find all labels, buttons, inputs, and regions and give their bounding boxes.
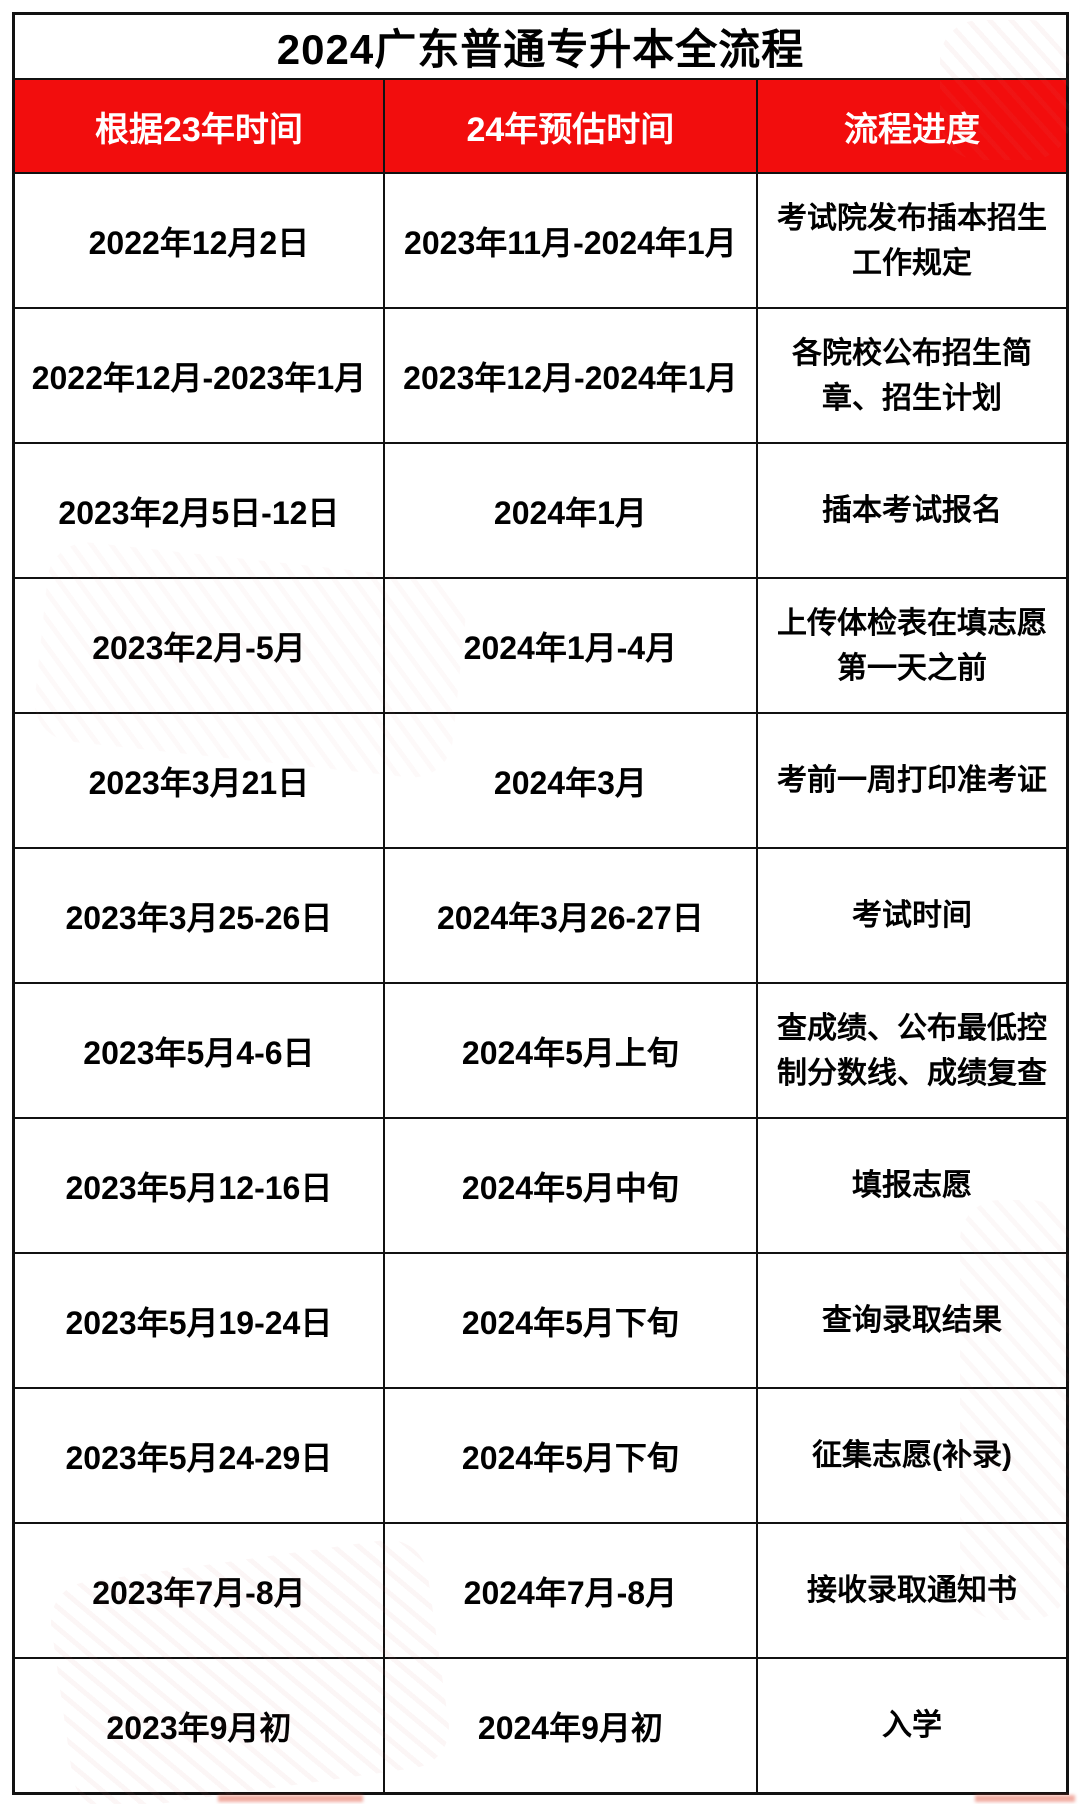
table-cell: 2024年3月 xyxy=(382,712,756,847)
table-cell: 2023年2月-5月 xyxy=(15,577,383,712)
table-cell: 2023年5月12-16日 xyxy=(15,1117,383,1252)
table-cell: 考试院发布插本招生工作规定 xyxy=(755,172,1066,307)
table-cell: 考试时间 xyxy=(755,847,1066,982)
table-cell: 2023年5月24-29日 xyxy=(15,1387,383,1522)
table-row: 2022年12月-2023年1月 2023年12月-2024年1月 各院校公布招… xyxy=(15,307,1066,442)
table-cell: 2023年7月-8月 xyxy=(15,1522,383,1657)
table-cell: 2022年12月2日 xyxy=(15,172,383,307)
table-row: 2023年3月25-26日 2024年3月26-27日 考试时间 xyxy=(15,847,1066,982)
header-cell-2024-estimate: 24年预估时间 xyxy=(382,80,756,172)
table-header-row: 根据23年时间 24年预估时间 流程进度 xyxy=(15,80,1066,172)
table-cell: 入学 xyxy=(755,1657,1066,1792)
table-cell: 考前一周打印准考证 xyxy=(755,712,1066,847)
table-cell: 上传体检表在填志愿第一天之前 xyxy=(755,577,1066,712)
table-cell: 2023年5月19-24日 xyxy=(15,1252,383,1387)
table-row: 2023年5月24-29日 2024年5月下旬 征集志愿(补录) xyxy=(15,1387,1066,1522)
table-cell: 2023年9月初 xyxy=(15,1657,383,1792)
table-row: 2023年2月-5月 2024年1月-4月 上传体检表在填志愿第一天之前 xyxy=(15,577,1066,712)
table-cell: 2024年1月 xyxy=(382,442,756,577)
table-row: 2023年9月初 2024年9月初 入学 xyxy=(15,1657,1066,1792)
table-cell: 2023年2月5日-12日 xyxy=(15,442,383,577)
table-cell: 2022年12月-2023年1月 xyxy=(15,307,383,442)
table-cell: 2023年3月25-26日 xyxy=(15,847,383,982)
watermark-red-fragment xyxy=(218,1795,363,1802)
table-cell: 2023年5月4-6日 xyxy=(15,982,383,1117)
table-cell: 接收录取通知书 xyxy=(755,1522,1066,1657)
table-cell: 2024年9月初 xyxy=(382,1657,756,1792)
table-cell: 2024年7月-8月 xyxy=(382,1522,756,1657)
table-cell: 填报志愿 xyxy=(755,1117,1066,1252)
table-row: 2023年2月5日-12日 2024年1月 插本考试报名 xyxy=(15,442,1066,577)
table-cell: 2023年12月-2024年1月 xyxy=(382,307,756,442)
table-cell: 征集志愿(补录) xyxy=(755,1387,1066,1522)
table-cell: 查成绩、公布最低控制分数线、成绩复查 xyxy=(755,982,1066,1117)
table-row: 2023年3月21日 2024年3月 考前一周打印准考证 xyxy=(15,712,1066,847)
table-title: 2024广东普通专升本全流程 xyxy=(15,15,1066,80)
table-row: 2023年7月-8月 2024年7月-8月 接收录取通知书 xyxy=(15,1522,1066,1657)
table-cell: 2024年1月-4月 xyxy=(382,577,756,712)
table-row: 2022年12月2日 2023年11月-2024年1月 考试院发布插本招生工作规… xyxy=(15,172,1066,307)
table-cell: 2024年5月下旬 xyxy=(382,1252,756,1387)
table-cell: 各院校公布招生简章、招生计划 xyxy=(755,307,1066,442)
table-row: 2023年5月4-6日 2024年5月上旬 查成绩、公布最低控制分数线、成绩复查 xyxy=(15,982,1066,1117)
table-row: 2023年5月12-16日 2024年5月中旬 填报志愿 xyxy=(15,1117,1066,1252)
header-cell-progress: 流程进度 xyxy=(755,80,1066,172)
table-cell: 2023年3月21日 xyxy=(15,712,383,847)
table-cell: 插本考试报名 xyxy=(755,442,1066,577)
header-cell-2023-time: 根据23年时间 xyxy=(15,80,383,172)
table-cell: 2023年11月-2024年1月 xyxy=(382,172,756,307)
table-row: 2023年5月19-24日 2024年5月下旬 查询录取结果 xyxy=(15,1252,1066,1387)
table-cell: 查询录取结果 xyxy=(755,1252,1066,1387)
process-timeline-table: 2024广东普通专升本全流程 根据23年时间 24年预估时间 流程进度 2022… xyxy=(12,12,1069,1795)
table-cell: 2024年5月下旬 xyxy=(382,1387,756,1522)
table-cell: 2024年5月中旬 xyxy=(382,1117,756,1252)
watermark-red-fragment xyxy=(975,1795,1075,1802)
table-cell: 2024年5月上旬 xyxy=(382,982,756,1117)
table-cell: 2024年3月26-27日 xyxy=(382,847,756,982)
